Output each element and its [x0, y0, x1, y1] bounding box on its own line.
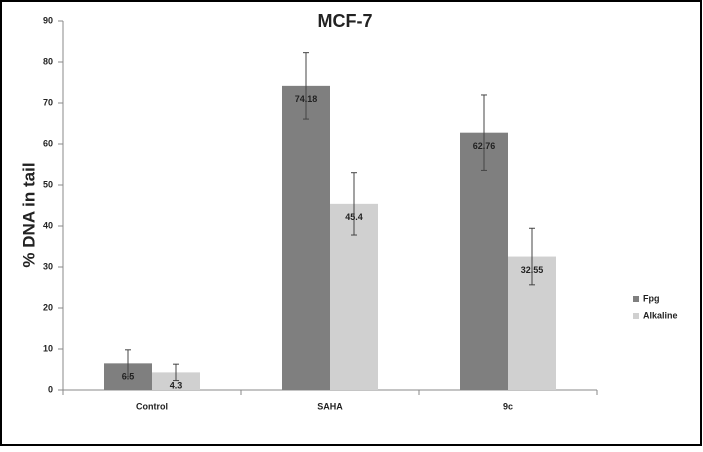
y-tick-label: 60: [43, 138, 53, 148]
data-label: 74.18: [295, 94, 318, 104]
y-tick-label: 0: [48, 384, 53, 394]
data-label: 45.4: [345, 212, 363, 222]
y-tick-label: 20: [43, 302, 53, 312]
y-tick-label: 30: [43, 261, 53, 271]
y-tick-label: 70: [43, 97, 53, 107]
data-label: 32.55: [521, 265, 544, 275]
legend-swatch: [633, 313, 639, 319]
legend-label: Alkaline: [643, 310, 678, 320]
bar: [460, 132, 508, 390]
y-tick-label: 90: [43, 15, 53, 25]
y-tick-label: 10: [43, 343, 53, 353]
legend-swatch: [633, 296, 639, 302]
x-tick-label: SAHA: [317, 401, 343, 411]
y-tick-label: 40: [43, 220, 53, 230]
y-axis-label: % DNA in tail: [19, 162, 38, 267]
y-tick-label: 80: [43, 56, 53, 66]
data-label: 62.76: [473, 141, 496, 151]
y-tick-label: 50: [43, 179, 53, 189]
x-tick-label: Control: [136, 401, 168, 411]
bar: [152, 372, 200, 390]
x-tick-label: 9c: [503, 401, 513, 411]
legend-label: Fpg: [643, 293, 660, 303]
data-label: 4.3: [170, 381, 183, 391]
chart-title: MCF-7: [318, 11, 373, 31]
bar: [282, 85, 330, 390]
data-label: 6.5: [122, 372, 135, 382]
